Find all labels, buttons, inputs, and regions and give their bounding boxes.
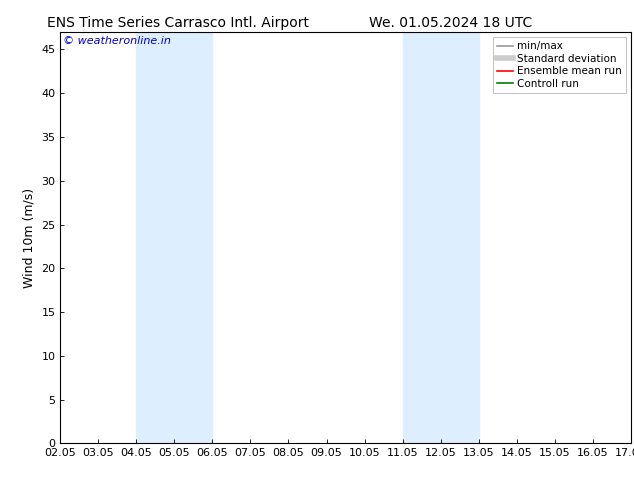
Bar xyxy=(403,32,441,443)
Legend: min/max, Standard deviation, Ensemble mean run, Controll run: min/max, Standard deviation, Ensemble me… xyxy=(493,37,626,93)
Text: ENS Time Series Carrasco Intl. Airport: ENS Time Series Carrasco Intl. Airport xyxy=(46,16,309,30)
Text: © weatheronline.in: © weatheronline.in xyxy=(63,36,171,46)
Bar xyxy=(441,32,479,443)
Text: We. 01.05.2024 18 UTC: We. 01.05.2024 18 UTC xyxy=(368,16,532,30)
Y-axis label: Wind 10m (m/s): Wind 10m (m/s) xyxy=(23,188,36,288)
Bar xyxy=(174,32,212,443)
Bar xyxy=(136,32,174,443)
